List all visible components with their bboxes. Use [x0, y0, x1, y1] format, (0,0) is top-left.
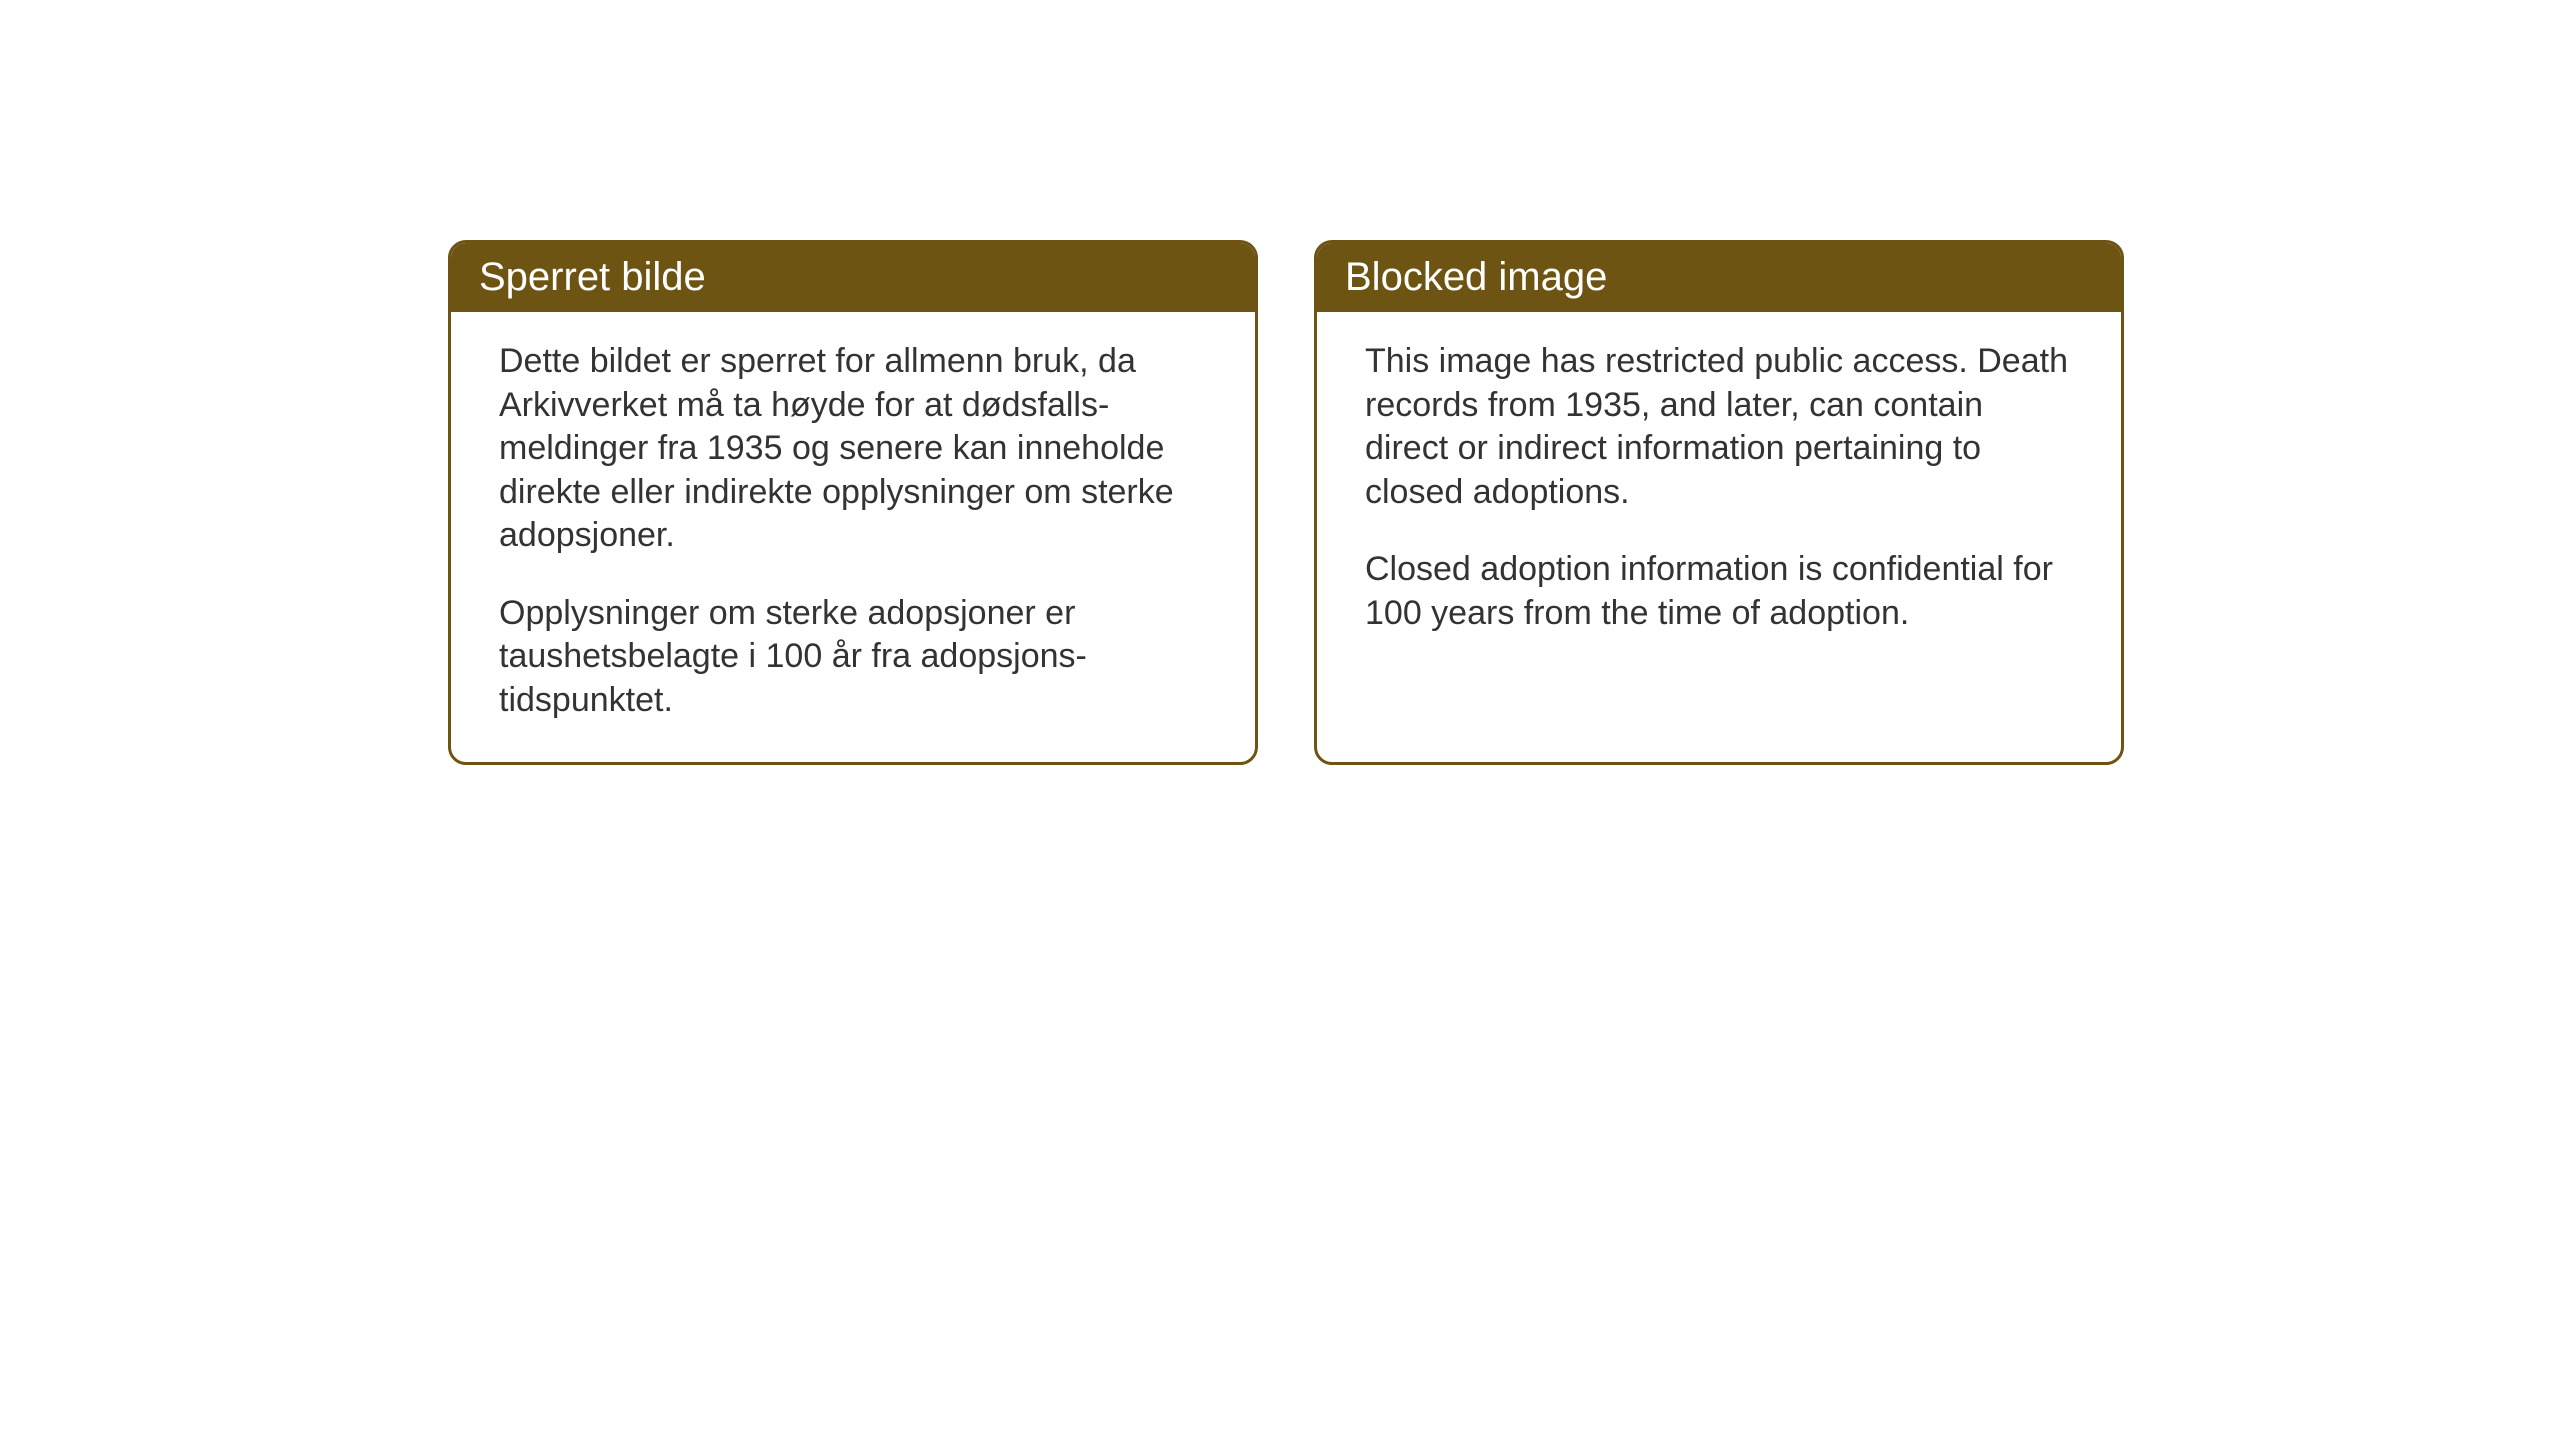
- notice-container: Sperret bilde Dette bildet er sperret fo…: [448, 240, 2124, 765]
- card-header-norwegian: Sperret bilde: [451, 243, 1255, 312]
- card-body-english: This image has restricted public access.…: [1317, 312, 2121, 675]
- card-body-norwegian: Dette bildet er sperret for allmenn bruk…: [451, 312, 1255, 762]
- card-title-norwegian: Sperret bilde: [479, 255, 706, 299]
- notice-card-norwegian: Sperret bilde Dette bildet er sperret fo…: [448, 240, 1258, 765]
- card-paragraph-1-english: This image has restricted public access.…: [1365, 340, 2073, 514]
- card-header-english: Blocked image: [1317, 243, 2121, 312]
- notice-card-english: Blocked image This image has restricted …: [1314, 240, 2124, 765]
- card-paragraph-1-norwegian: Dette bildet er sperret for allmenn bruk…: [499, 340, 1207, 558]
- card-paragraph-2-norwegian: Opplysninger om sterke adopsjoner er tau…: [499, 592, 1207, 723]
- card-paragraph-2-english: Closed adoption information is confident…: [1365, 548, 2073, 635]
- card-title-english: Blocked image: [1345, 255, 1607, 299]
